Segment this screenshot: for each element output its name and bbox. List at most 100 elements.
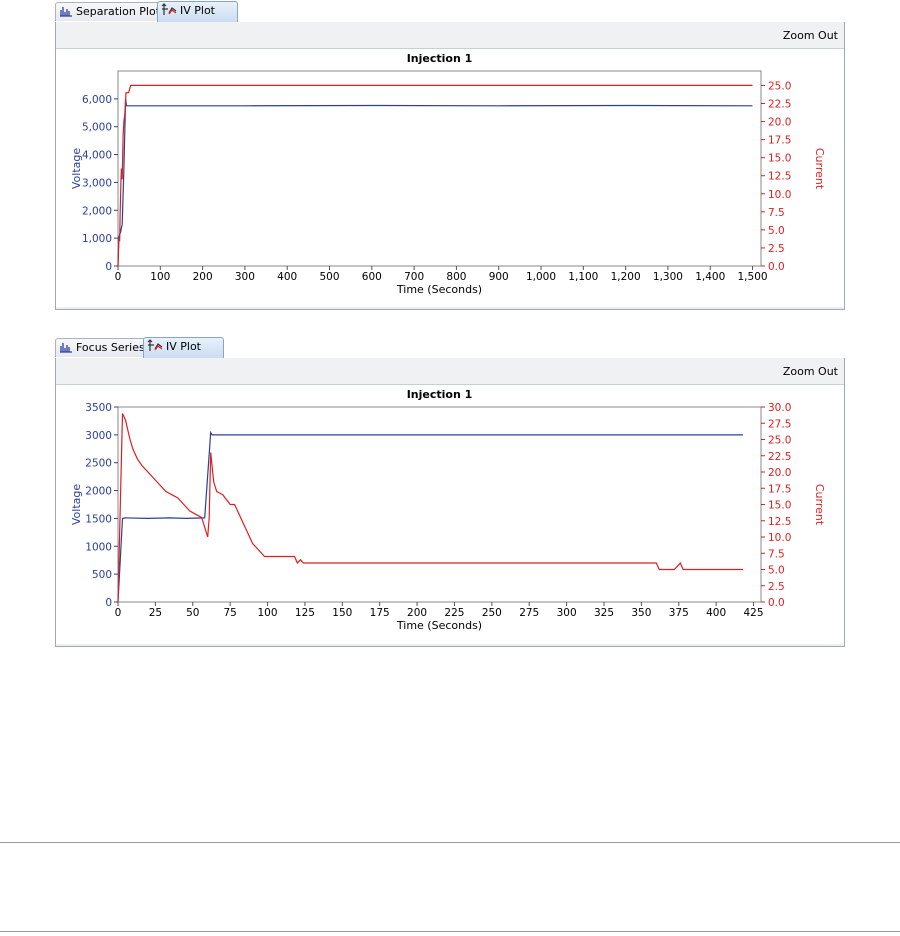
x-tick-label: 600 — [362, 271, 382, 283]
focus-series-icon — [59, 341, 73, 359]
y2-tick-label: 17.5 — [768, 135, 791, 147]
x-tick-label: 50 — [186, 607, 199, 619]
y2-tick-label: 22.5 — [768, 451, 791, 463]
x-tick-label: 400 — [706, 607, 726, 619]
x-tick-label: 275 — [519, 607, 539, 619]
y2-tick-label: 12.5 — [768, 516, 791, 528]
divider-line — [0, 842, 900, 843]
y2-tick-label: 7.5 — [768, 548, 785, 560]
plot-frame: Zoom Out Injection 1 0 25 50 75 100 125 150 175 2… — [55, 358, 845, 647]
y2-tick-label: 22.5 — [768, 99, 791, 111]
y2-tick-label: 25.0 — [768, 435, 791, 447]
y-tick-label: 0 — [105, 597, 112, 609]
y-tick-label: 2,000 — [82, 205, 112, 217]
x-tick-label: 425 — [743, 607, 763, 619]
tab-separation-plot[interactable]: Separation Plot — [55, 2, 166, 23]
x-tick-label: 900 — [489, 271, 509, 283]
iv-plot-icon — [147, 339, 163, 358]
plot-frame: Zoom Out Injection 1 0 100 200 300 400 500 600 7… — [55, 22, 845, 310]
x-tick-label: 1,200 — [611, 271, 641, 283]
zoom-out-button[interactable]: Zoom Out — [782, 29, 838, 42]
x-tick-label: 325 — [594, 607, 614, 619]
y2-axis-label: Current — [813, 484, 826, 526]
y2-tick-label: 20.0 — [768, 117, 791, 129]
y2-tick-label: 10.0 — [768, 189, 791, 201]
y2-tick-label: 2.5 — [768, 581, 785, 593]
y2-tick-label: 17.5 — [768, 483, 791, 495]
y2-tick-label: 0.0 — [768, 261, 785, 273]
tab-label: Focus Series — [76, 341, 145, 354]
x-tick-label: 100 — [150, 271, 170, 283]
y-axis-label: Voltage — [70, 148, 83, 189]
current-series-line — [117, 84, 753, 267]
x-tick-label: 350 — [631, 607, 651, 619]
tab-label: IV Plot — [166, 340, 201, 353]
tab-iv-plot[interactable]: IV Plot — [157, 1, 238, 23]
x-tick-label: 1,100 — [568, 271, 598, 283]
plot-toolbar: Zoom Out — [56, 22, 844, 49]
y-tick-label: 6,000 — [82, 94, 112, 106]
y2-tick-label: 30.0 — [768, 402, 791, 414]
x-tick-label: 200 — [407, 607, 427, 619]
tab-bar: Separation Plot IV Plot — [55, 0, 845, 23]
x-tick-label: 25 — [149, 607, 162, 619]
x-tick-label: 300 — [235, 271, 255, 283]
y2-axis-label: Current — [813, 148, 826, 190]
y2-tick-label: 20.0 — [768, 467, 791, 479]
x-tick-label: 100 — [258, 607, 278, 619]
y2-tick-label: 5.0 — [768, 565, 785, 577]
x-tick-label: 700 — [404, 271, 424, 283]
iv-plot-icon — [161, 3, 177, 22]
y-tick-label: 0 — [105, 261, 112, 273]
x-axis-label: Time (Seconds) — [396, 283, 482, 296]
y2-tick-label: 15.0 — [768, 153, 791, 165]
y2-tick-label: 0.0 — [768, 597, 785, 609]
tab-label: Separation Plot — [76, 5, 161, 18]
iv-chart[interactable]: Injection 1 0 100 200 300 400 500 600 700 800 900 1… — [56, 49, 844, 307]
divider-line — [0, 931, 900, 932]
x-tick-label: 1,300 — [653, 271, 683, 283]
y2-tick-label: 7.5 — [768, 207, 785, 219]
plot-toolbar: Zoom Out — [56, 358, 844, 385]
x-tick-label: 175 — [370, 607, 390, 619]
y-tick-label: 3,000 — [82, 177, 112, 189]
x-tick-label: 1,000 — [526, 271, 556, 283]
y-tick-label: 1,000 — [82, 233, 112, 245]
y2-tick-label: 12.5 — [768, 171, 791, 183]
x-tick-label: 225 — [444, 607, 464, 619]
x-tick-label: 300 — [557, 607, 577, 619]
y-tick-label: 4,000 — [82, 150, 112, 162]
zoom-out-button[interactable]: Zoom Out — [782, 365, 838, 378]
y2-tick-label: 15.0 — [768, 500, 791, 512]
chart-background — [56, 385, 844, 644]
y-axis-label: Voltage — [70, 484, 83, 525]
tab-iv-plot[interactable]: IV Plot — [143, 337, 224, 359]
y2-tick-label: 5.0 — [768, 225, 785, 237]
x-tick-label: 200 — [193, 271, 213, 283]
chart-background — [56, 49, 844, 307]
x-tick-label: 400 — [277, 271, 297, 283]
y-tick-label: 500 — [92, 569, 112, 581]
chart-title: Injection 1 — [407, 388, 473, 401]
x-tick-label: 1,500 — [738, 271, 768, 283]
x-tick-label: 150 — [332, 607, 352, 619]
chart-title: Injection 1 — [407, 52, 473, 65]
x-tick-label: 1,400 — [695, 271, 725, 283]
separation-plot-icon — [59, 5, 73, 23]
y-tick-label: 5,000 — [82, 122, 112, 134]
voltage-series-line — [117, 430, 744, 603]
x-tick-label: 0 — [115, 271, 122, 283]
x-tick-label: 800 — [446, 271, 466, 283]
x-tick-label: 250 — [482, 607, 502, 619]
current-series-line — [117, 413, 744, 603]
y-tick-label: 1000 — [85, 541, 112, 553]
x-tick-label: 75 — [223, 607, 236, 619]
y2-tick-label: 10.0 — [768, 532, 791, 544]
x-tick-label: 375 — [669, 607, 689, 619]
y2-tick-label: 25.0 — [768, 80, 791, 92]
tab-focus-series[interactable]: Focus Series — [55, 338, 150, 357]
iv-chart[interactable]: Injection 1 0 25 50 75 100 125 150 175 200 225 250 2… — [56, 385, 844, 644]
tab-bar: Focus Series IV Plot — [55, 336, 845, 359]
y-tick-label: 1500 — [85, 513, 112, 525]
y-tick-label: 3500 — [85, 402, 112, 414]
